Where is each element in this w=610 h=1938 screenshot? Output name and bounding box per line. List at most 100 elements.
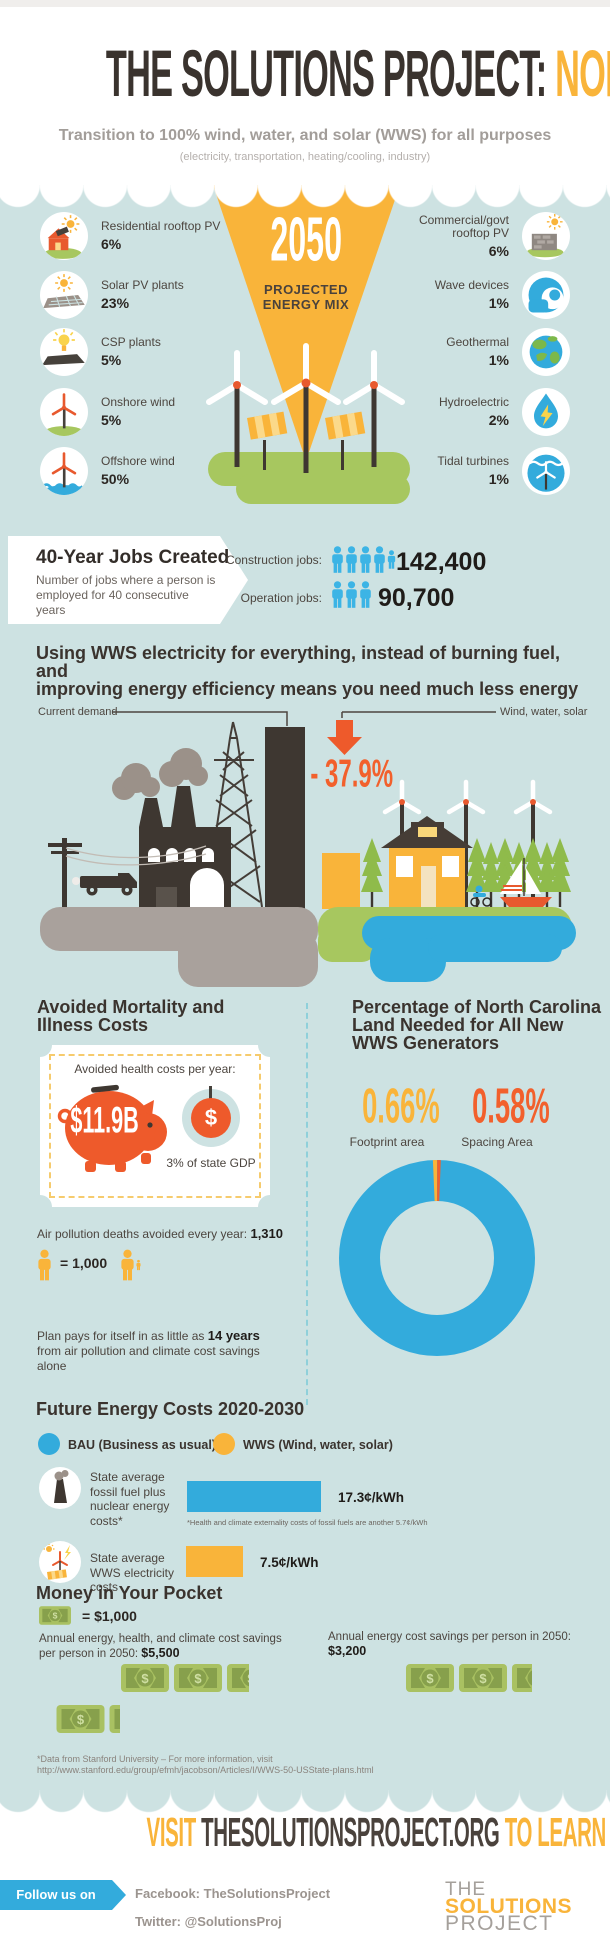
bau-cost-value: 17.3¢/kWh <box>338 1490 405 1505</box>
power-pole <box>48 838 207 907</box>
energy-mix-illustration <box>206 343 410 504</box>
wws-legend-dot <box>213 1433 235 1455</box>
externality-footnote: *Health and climate externality costs of… <box>187 1518 428 1527</box>
bill-legend-icon <box>39 1606 71 1625</box>
solar-pv-plants-icon <box>40 271 88 319</box>
wws-label: Wind, water, solar <box>500 706 588 718</box>
source-url[interactable]: http://www.stanford.edu/group/efmh/jacob… <box>37 1765 374 1775</box>
projected-energy-mix-label: PROJECTED ENERGY MIX <box>262 282 350 312</box>
sailboat <box>500 858 552 907</box>
residential-rooftop-pv-icon <box>40 212 88 260</box>
energy-item: Onshore wind 5% <box>40 388 175 436</box>
demand-heading: Using WWS electricity for everything, in… <box>36 643 579 699</box>
energy-item: Geothermal 1% <box>360 328 570 376</box>
energy-item: Wave devices 1% <box>360 271 570 319</box>
fossil-cost-label: State average fossil fuel plus nuclear e… <box>90 1470 170 1528</box>
energy-item: Offshore wind 50% <box>40 447 175 495</box>
facebook-link[interactable]: Facebook: TheSolutionsProject <box>135 1886 331 1901</box>
site-url[interactable]: THESOLUTIONSPROJECT.ORG <box>201 1809 500 1855</box>
csp-plants-icon <box>40 328 88 376</box>
money-heading: Money in Your Pocket <box>36 1583 223 1603</box>
wave-devices-icon <box>522 271 570 319</box>
current-demand-label: Current demand <box>38 706 118 718</box>
jobs-subtitle: Number of jobs where a person is employe… <box>36 573 216 617</box>
deaths-avoided-line: Air pollution deaths avoided every year:… <box>37 1226 284 1241</box>
hydroelectric-icon <box>522 388 570 436</box>
footprint-label: Footprint area <box>349 1135 425 1149</box>
commercial-govt-rooftop-pv-icon <box>522 212 570 260</box>
jobs-banner-shape <box>8 536 248 624</box>
ticket-title: Avoided health costs per year: <box>74 1062 236 1076</box>
money-right-value: $3,200 <box>328 1644 367 1658</box>
energy-item: CSP plants 5% <box>40 328 161 376</box>
operation-jobs-value: 90,700 <box>378 584 455 612</box>
subtitle: Transition to 100% wind, water, and sola… <box>58 127 552 144</box>
person-legend-label: = 1,000 <box>60 1255 108 1271</box>
construction-jobs-pictogram <box>331 546 396 573</box>
year-2050: 2050 <box>270 203 342 275</box>
demand-illustration <box>40 711 576 987</box>
money-right-label: Annual energy cost savings per person in… <box>328 1631 571 1658</box>
operation-jobs-label: Operation jobs: <box>240 591 322 605</box>
land-heading: Percentage of North Carolina Land Needed… <box>352 997 602 1053</box>
bill-legend-label: = $1,000 <box>82 1608 137 1624</box>
jobs-title: 40-Year Jobs Created <box>36 547 230 568</box>
wws-cost-value: 7.5¢/kWh <box>260 1555 319 1570</box>
piggy-bank-icon <box>57 1084 167 1172</box>
energy-item: Residential rooftop PV 6% <box>40 212 220 260</box>
person-legend-icon <box>37 1248 52 1282</box>
subtitle-note: (electricity, transportation, heating/co… <box>179 151 431 163</box>
house <box>381 816 473 907</box>
avoided-costs-value: $11.9B <box>70 1099 139 1141</box>
column-divider <box>306 1003 308 1405</box>
coin-stem <box>209 1086 212 1099</box>
energy-item: Commercial/govt rooftop PV 6% <box>360 212 570 260</box>
bau-legend-label: BAU (Business as usual) <box>68 1438 216 1452</box>
deaths-pictogram <box>120 1248 141 1282</box>
footprint-value: 0.66% <box>362 1079 440 1135</box>
dollar-coin-icon: $ <box>191 1098 231 1138</box>
money-right-bills <box>328 1664 532 1692</box>
top-strip <box>0 0 610 7</box>
ticket-dashed-border <box>49 1054 261 1198</box>
title-dark: THE SOLUTIONS PROJECT: <box>105 37 547 112</box>
wws-energy-icon <box>39 1541 81 1583</box>
construction-jobs-label: Construction jobs: <box>225 553 322 567</box>
wws-cost-bar <box>186 1546 243 1577</box>
smoke <box>112 748 208 800</box>
money-left-bills-row2 <box>41 1705 120 1733</box>
spacing-label: Spacing Area <box>461 1135 533 1149</box>
source-footnote: *Data from Stanford University – For mor… <box>37 1754 374 1775</box>
payback-note: Plan pays for itself in as little as 14 … <box>37 1328 260 1373</box>
spotlight-beam <box>213 185 400 461</box>
bau-legend-dot <box>38 1433 60 1455</box>
construction-jobs-value: 142,400 <box>396 548 487 576</box>
title-accent: NORTH CAROLINA <box>555 37 610 112</box>
operation-jobs-pictogram <box>331 581 372 608</box>
tidal-turbines-icon <box>522 447 570 495</box>
money-left-value: $5,500 <box>141 1646 180 1660</box>
energy-item: Tidal turbines 1% <box>360 447 570 495</box>
transmission-tower <box>204 721 263 908</box>
page-title: THE SOLUTIONS PROJECT: NORTH CAROLINA <box>0 38 610 112</box>
energy-item: Solar PV plants 23% <box>40 271 184 319</box>
onshore-wind-icon <box>40 388 88 436</box>
twitter-link[interactable]: Twitter: @SolutionsProj <box>135 1914 282 1929</box>
geothermal-icon <box>522 328 570 376</box>
bau-cost-bar <box>187 1481 321 1512</box>
money-left-label: Annual energy, health, and climate cost … <box>39 1633 282 1660</box>
wws-cost-label: State average WWS electricity costs <box>90 1551 174 1594</box>
wws-legend-label: WWS (Wind, water, solar) <box>243 1438 393 1452</box>
follow-ribbon: Follow us on <box>0 1880 126 1910</box>
deaths-avoided-value: 1,310 <box>250 1226 284 1241</box>
wave-border-top <box>0 185 610 209</box>
fossil-fuel-icon <box>39 1467 81 1509</box>
spacing-value: 0.58% <box>472 1079 550 1135</box>
energy-item: Hydroelectric 2% <box>360 388 570 436</box>
offshore-wind-icon <box>40 447 88 495</box>
wave-border-bottom <box>0 1790 610 1814</box>
cyclist <box>470 885 492 907</box>
truck <box>80 873 137 896</box>
visit-banner: VISIT THESOLUTIONSPROJECT.ORG TO LEARN M… <box>146 1809 610 1855</box>
